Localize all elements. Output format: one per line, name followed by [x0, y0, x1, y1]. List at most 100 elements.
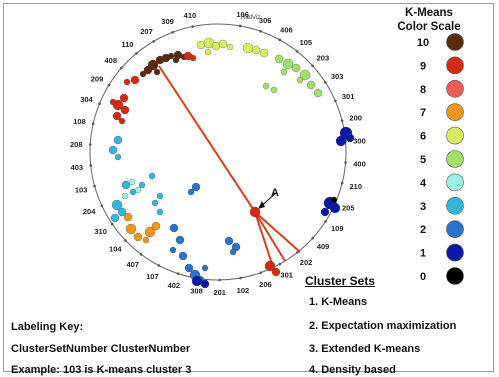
- cluster-point: [204, 48, 212, 56]
- anchor-label: 110: [121, 40, 133, 49]
- cluster-point: [299, 69, 311, 81]
- anchor-dot: [107, 83, 111, 87]
- cluster-point: [242, 42, 254, 54]
- anchor-label: 203: [317, 54, 330, 63]
- labeling-key-format: ClusterSetNumber ClusterNumber: [11, 343, 191, 355]
- anchor-label: 208: [70, 140, 83, 149]
- cluster-point: [330, 196, 338, 204]
- cluster-sets-title: Cluster Sets: [305, 274, 376, 288]
- cluster-point: [112, 111, 122, 121]
- cluster-point: [130, 75, 140, 85]
- cluster-point: [120, 105, 130, 115]
- anchor-dot: [91, 122, 95, 126]
- cluster-point: [201, 264, 209, 272]
- anchor-dot: [259, 29, 262, 33]
- anchor-dot: [259, 271, 263, 274]
- anchor-label: 409: [317, 242, 330, 251]
- cluster-point: [142, 236, 150, 244]
- cluster-point: [259, 48, 269, 58]
- anchor-label: 304: [80, 95, 93, 104]
- cluster-point: [144, 226, 156, 238]
- cluster-point: [143, 65, 153, 75]
- color-scale-swatch: [446, 56, 464, 75]
- anchor-label: 309: [161, 17, 174, 26]
- anchor-label: 205: [342, 204, 355, 213]
- anchor-label: 410: [184, 11, 197, 20]
- cluster-point: [133, 232, 143, 242]
- anchor-dot: [218, 278, 221, 282]
- anchor-label: 301: [342, 92, 355, 101]
- color-scale-title: K-Means Color Scale: [384, 6, 474, 34]
- color-scale-label: 8: [420, 84, 426, 96]
- anchor-label: 207: [140, 27, 153, 36]
- anchor-label: 102: [237, 286, 250, 295]
- anchor-label: 403: [71, 163, 84, 172]
- anchor-label: 204: [83, 207, 96, 216]
- anchor-dot: [278, 262, 282, 266]
- cluster-point: [121, 192, 129, 200]
- anchor-dot: [324, 81, 327, 84]
- cluster-point: [156, 192, 164, 200]
- cluster-point: [218, 39, 228, 49]
- cluster-set-item: 2. Expectation maximization: [309, 320, 457, 332]
- cluster-point: [121, 180, 131, 190]
- color-scale-swatch: [446, 220, 464, 238]
- anchor-label: 406: [280, 25, 293, 34]
- anchor-dot: [311, 236, 315, 240]
- anchor-label: 300: [353, 136, 366, 145]
- anchor-dot: [98, 102, 101, 106]
- cluster-point: [345, 133, 355, 143]
- anchor-dot: [176, 272, 180, 275]
- cluster-point: [251, 45, 261, 55]
- anchor-dot: [340, 119, 344, 122]
- cluster-point: [175, 235, 185, 245]
- cluster-point: [320, 207, 330, 217]
- cluster-point: [108, 145, 118, 155]
- color-scale-swatch: [446, 103, 464, 121]
- anchor-dot: [110, 222, 114, 226]
- color-scale-swatch: [446, 243, 464, 262]
- anchor-label: 108: [73, 117, 86, 126]
- cluster-point: [189, 54, 197, 62]
- cluster-point: [117, 207, 127, 217]
- color-scale-swatch: [446, 150, 464, 168]
- cluster-point: [335, 135, 347, 147]
- cluster-point: [125, 223, 137, 235]
- anchor-dot: [324, 220, 327, 223]
- cluster-point: [118, 117, 126, 125]
- cluster-point: [249, 206, 261, 218]
- anchor-label: 103: [75, 185, 88, 194]
- cluster-point: [151, 199, 159, 207]
- cluster-point: [119, 93, 129, 103]
- anchor-dot: [191, 25, 194, 28]
- color-scale-swatch: [446, 80, 464, 98]
- color-scale-swatch: [446, 197, 464, 215]
- anchor-dot: [296, 251, 299, 254]
- color-scale-label: 0: [420, 271, 426, 283]
- cluster-point: [148, 172, 156, 180]
- anchor-label: 310: [94, 227, 107, 236]
- color-scale-title-line1: K-Means: [405, 7, 453, 19]
- arrow-head: [258, 201, 265, 209]
- cluster-point: [123, 78, 131, 86]
- anchor-label: 106: [236, 10, 249, 19]
- cluster-point: [111, 199, 123, 211]
- point-a-label: A: [271, 187, 279, 199]
- anchor-labels: 1063064061052033033012003004002102051094…: [70, 10, 366, 297]
- anchor-dot: [152, 40, 155, 43]
- anchor-dot: [93, 184, 96, 188]
- anchor-dot: [311, 64, 314, 68]
- cluster-point: [262, 82, 270, 90]
- cluster-point: [191, 275, 203, 287]
- cluster-point: [282, 58, 294, 70]
- anchor-label: 201: [213, 288, 226, 297]
- anchor-dot: [124, 239, 127, 242]
- color-scale-label: 5: [420, 154, 426, 166]
- cluster-line: [254, 211, 301, 253]
- cluster-line: [254, 211, 286, 262]
- cluster-point: [123, 212, 133, 222]
- color-scale-swatch: [446, 267, 464, 285]
- anchor-dot: [238, 24, 242, 28]
